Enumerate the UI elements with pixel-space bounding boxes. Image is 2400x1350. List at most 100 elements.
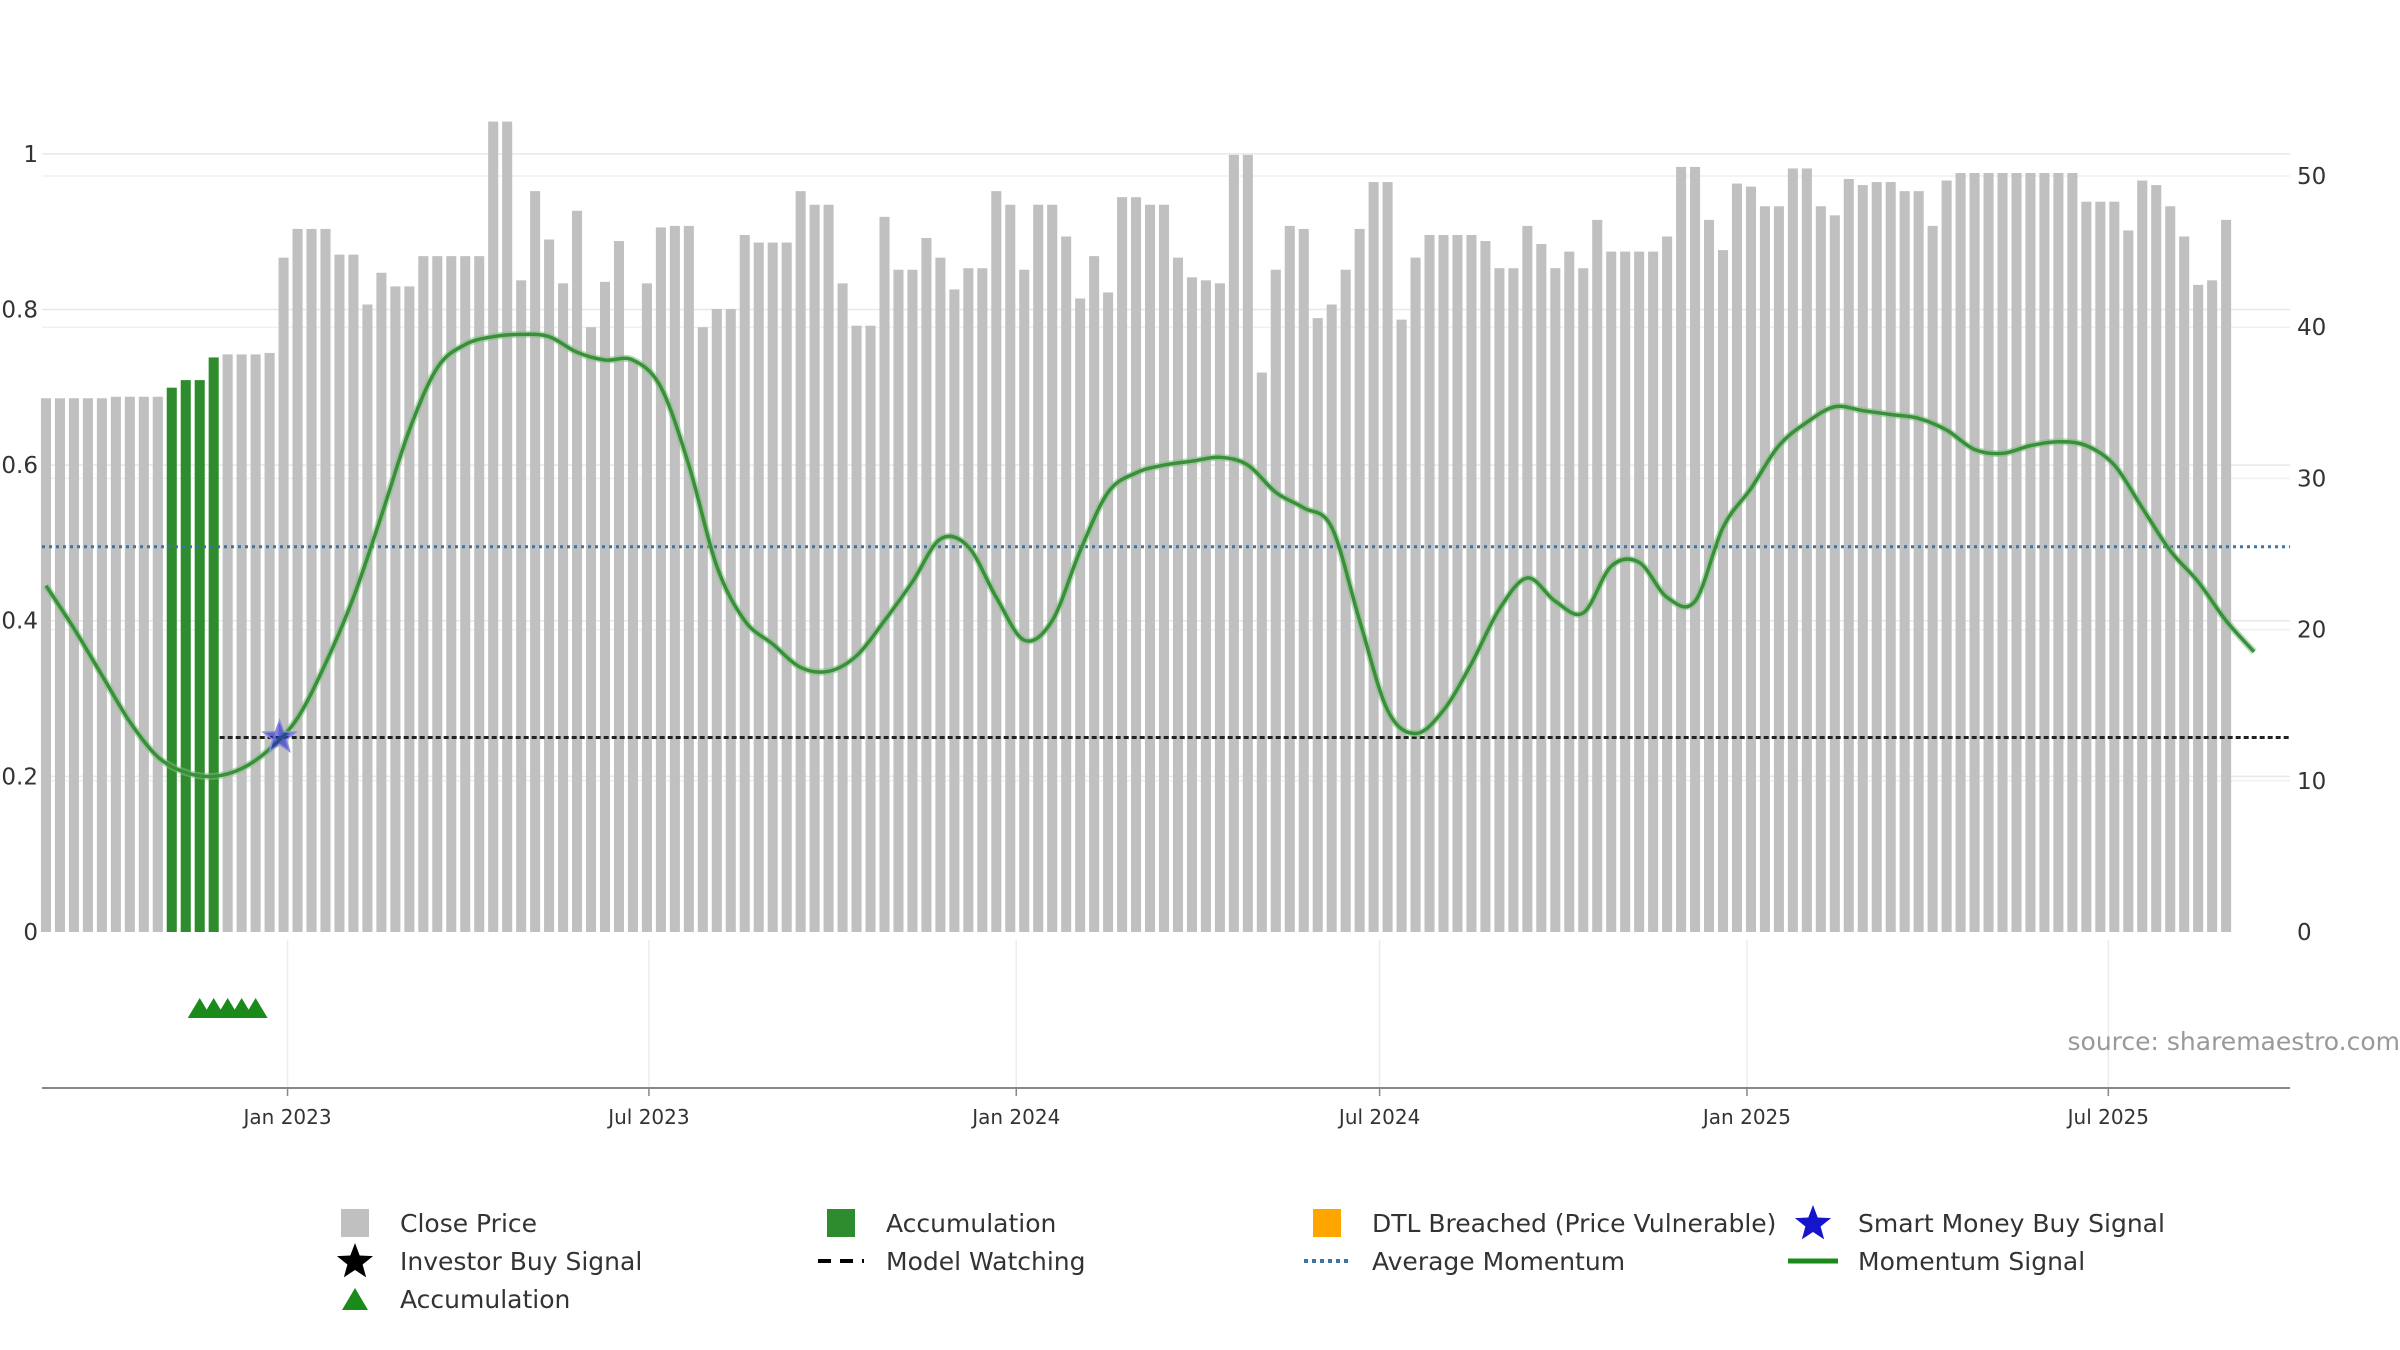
close-price-bar <box>753 242 764 932</box>
legend-label: Average Momentum <box>1372 1246 1626 1276</box>
close-price-bar <box>1843 179 1854 932</box>
close-price-bar <box>1662 236 1673 933</box>
close-price-bar <box>837 283 848 933</box>
close-price-bar <box>1606 251 1617 933</box>
close-price-bar <box>1927 225 1938 932</box>
close-price-bar <box>306 228 317 933</box>
close-price-bar <box>851 325 862 932</box>
close-price-bar <box>1676 166 1687 932</box>
left-tick-label: 0.6 <box>1 453 38 479</box>
close-price-bar <box>935 257 946 932</box>
right-axis: 0 10 20 30 40 50 <box>2297 164 2326 946</box>
legend-item: Smart Money Buy Signal <box>1788 1205 2165 1241</box>
left-tick-label: 1 <box>23 142 38 168</box>
close-price-bar <box>1438 234 1449 933</box>
right-tick-label: 20 <box>2297 618 2326 644</box>
close-price-bar <box>2067 172 2078 933</box>
close-price-bar <box>1410 257 1421 932</box>
close-price-bar <box>1200 280 1211 933</box>
accumulation-bar <box>194 380 205 932</box>
close-price-bar <box>1089 256 1100 932</box>
left-tick-label: 0.8 <box>1 297 38 323</box>
close-price-bar <box>2221 219 2232 933</box>
close-price-bar <box>963 268 974 933</box>
close-price-bar <box>278 257 289 932</box>
close-price-bar <box>2165 206 2176 933</box>
x-tick-label: Jan 2025 <box>1701 1105 1791 1129</box>
close-price-bar <box>1648 251 1659 933</box>
close-price-bar <box>1214 283 1225 933</box>
legend-item: Investor Buy Signal <box>330 1243 642 1279</box>
buy-signal-markers <box>261 718 298 753</box>
close-price-bar <box>1871 182 1882 933</box>
close-price-bar <box>292 228 303 933</box>
close-price-bar <box>124 396 135 932</box>
close-price-bar <box>1298 228 1309 933</box>
close-price-bar <box>572 210 583 932</box>
close-price-bar <box>1131 197 1142 933</box>
close-price-bar <box>1019 269 1030 932</box>
close-price-bar <box>1815 206 1826 933</box>
close-price-bar <box>655 227 666 932</box>
close-price-bar <box>991 191 1002 932</box>
close-price-bar <box>1801 168 1812 932</box>
close-price-bar <box>1969 172 1980 933</box>
close-price-bar <box>82 398 93 932</box>
close-price-bar <box>1005 204 1016 933</box>
left-axis: 0 0.2 0.4 0.6 0.8 1 <box>1 142 38 946</box>
close-price-bar <box>68 398 79 932</box>
legend-label: Model Watching <box>886 1246 1086 1276</box>
close-price-bar <box>739 234 750 933</box>
close-price-bar <box>2039 172 2050 933</box>
close-price-bar <box>1103 292 1114 932</box>
close-price-bar <box>641 283 652 933</box>
close-price-bar <box>390 286 401 932</box>
x-tick-label: Jul 2024 <box>1337 1105 1420 1129</box>
close-price-bar <box>96 398 107 932</box>
close-price-bar <box>138 396 149 932</box>
close-price-bar <box>1857 185 1868 932</box>
accumulation-bar <box>166 387 177 932</box>
close-price-bar <box>725 309 736 932</box>
close-price-bars <box>40 121 2232 933</box>
close-price-bar <box>1270 269 1281 932</box>
green-square-legend-icon <box>816 1205 866 1241</box>
close-price-bar <box>1466 234 1477 933</box>
close-price-bar <box>558 283 569 933</box>
close-price-bar <box>2137 180 2148 933</box>
close-price-bar <box>1787 168 1798 932</box>
close-price-bar <box>516 280 527 933</box>
accumulation-bar <box>180 380 191 932</box>
close-price-bar <box>530 191 541 932</box>
close-price-bar <box>585 327 597 932</box>
close-price-bar <box>977 268 988 933</box>
close-price-bar <box>152 396 163 932</box>
accumulation-markers <box>187 998 268 1018</box>
close-price-bar <box>809 204 820 933</box>
right-tick-label: 50 <box>2297 164 2326 190</box>
close-price-bar <box>1312 318 1323 932</box>
legend-label: Accumulation <box>886 1208 1057 1238</box>
close-price-bar <box>1354 228 1365 933</box>
right-tick-label: 10 <box>2297 769 2326 795</box>
close-price-bar <box>781 242 792 932</box>
momentum-signal-group <box>43 330 2257 781</box>
green-line-legend-icon <box>1788 1243 1838 1279</box>
close-price-bar <box>264 352 275 932</box>
right-tick-label: 30 <box>2297 466 2326 492</box>
left-tick-label: 0 <box>23 920 38 946</box>
close-price-bar <box>1256 372 1267 932</box>
legend-item: Model Watching <box>816 1243 1086 1279</box>
black-dash-legend-icon <box>816 1243 866 1279</box>
close-price-bar <box>697 327 708 932</box>
blue-star-legend-icon <box>1788 1205 1838 1241</box>
close-price-bar <box>110 396 121 932</box>
gray-square-legend-icon <box>330 1205 380 1241</box>
smart-money-buy-signal-star <box>261 718 298 753</box>
close-price-bar <box>1186 277 1197 932</box>
close-price-bar <box>627 360 638 933</box>
close-price-bar <box>2151 185 2162 932</box>
close-price-bar <box>823 204 834 933</box>
close-price-bar <box>54 398 65 932</box>
